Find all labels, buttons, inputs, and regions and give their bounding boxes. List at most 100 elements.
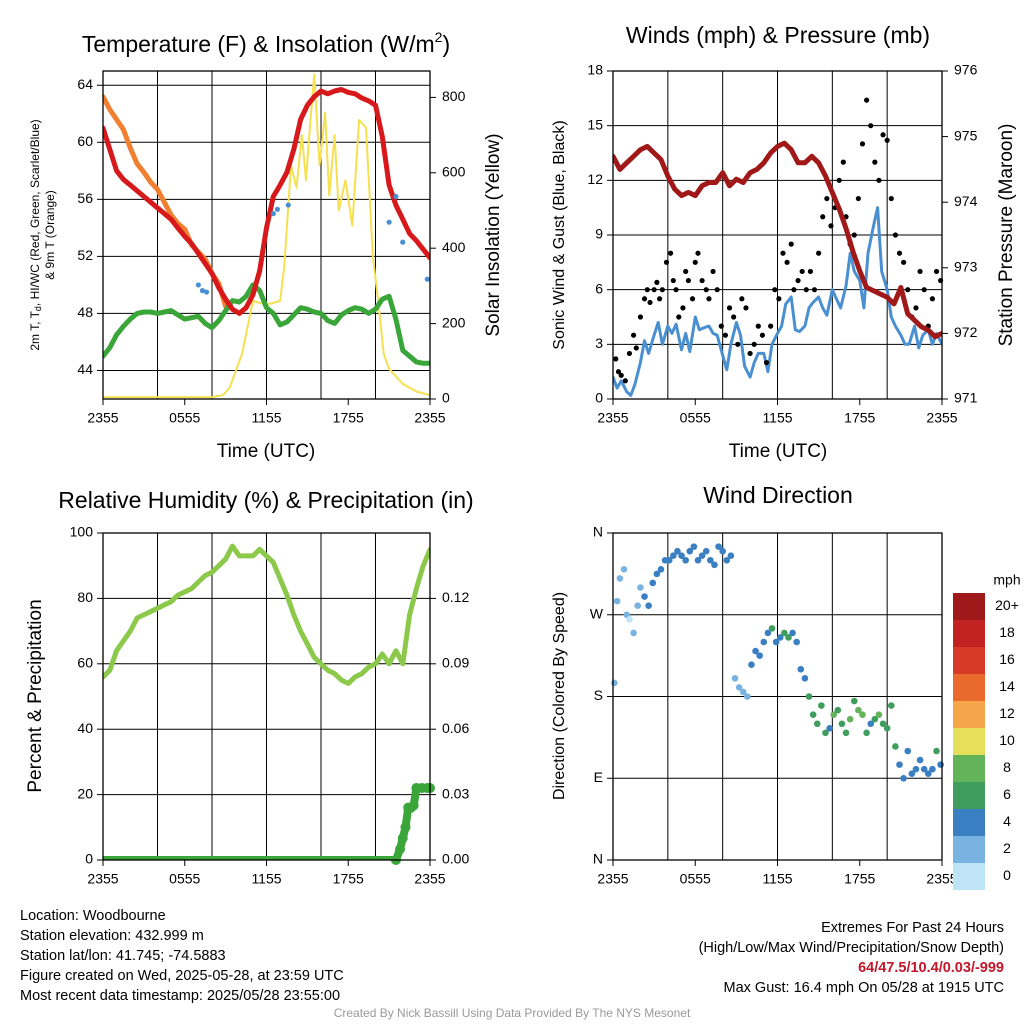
gust-point [759,332,766,338]
direction-point [665,556,673,564]
gust-point [613,356,619,362]
colorbar-label: 10 [999,732,1015,748]
colorbar-label: 2 [1003,840,1011,856]
gust-point [768,323,774,329]
temp-ylabel-line1: 2m T, Td, HI/WC (Red, Green, Scarlet/Blu… [28,119,43,350]
gust-point [880,132,886,138]
direction-point [760,638,768,646]
gust-point [676,314,682,320]
gust-point [641,296,648,302]
insolation-line [103,73,430,399]
gust-point [755,323,761,329]
figure-created: Figure created on Wed, 2025-05-28, at 23… [20,968,344,984]
colorbar-title: mph [993,572,1020,588]
dir-y-tick-label: S [594,687,603,703]
direction-point [690,543,698,550]
gust-point [654,279,660,285]
direction-point [933,747,940,755]
temp-x-tick-label: 1155 [251,410,281,426]
gust-point [659,287,665,293]
wind-x-tick-label: 1155 [762,410,792,426]
direction-point [768,625,776,632]
precipitation-point [400,822,411,833]
direction-point [630,629,637,637]
colorbar-label: 14 [999,678,1015,694]
gust-point [864,97,870,103]
heat-index-point [195,282,201,288]
gust-point [921,287,927,293]
gust-point [692,259,698,265]
heat-index-point [270,211,276,217]
wind-ylabel-right: Station Pressure (Maroon) [996,124,1017,347]
direction-point [626,615,633,623]
direction-point [723,556,731,564]
wind-y2-tick-label: 975 [954,127,978,143]
direction-point [826,724,833,732]
heat-index-point [393,193,399,200]
gust-point [868,123,874,129]
gust-point [816,250,822,256]
gust-point [876,177,882,183]
temp-y2-tick-label: 0 [442,390,450,406]
rh-y2-tick-label: 0.12 [442,589,469,605]
direction-point [855,706,862,714]
gust-point [663,259,670,265]
colorbar-label: 0 [1003,867,1011,883]
direction-point [764,629,772,637]
temp-x-tick-label: 2355 [414,410,445,426]
direction-point [834,706,842,714]
pressure-line [613,140,942,340]
direction-point [715,543,722,550]
gust-point [747,350,753,357]
colorbar-swatch [953,620,985,647]
gust-point [905,287,911,293]
gust-point [872,159,878,165]
direction-point [637,584,644,591]
gust-point [680,305,686,311]
heat-index-point [400,239,406,245]
gust-point [784,259,790,265]
gust-point [685,277,691,284]
colorbar-label: 6 [1003,786,1011,802]
recent-timestamp: Most recent data timestamp: 2025/05/28 2… [20,988,341,1004]
direction-point [871,715,879,723]
direction-point [781,629,788,637]
wind-y2-tick-label: 976 [954,62,978,78]
gust-point [820,214,826,220]
wind-title: Winds (mph) & Pressure (mb) [626,22,930,48]
temp-title-close: ) [442,31,450,57]
gust-point [811,287,818,293]
temp-y2-tick-label: 200 [442,314,466,330]
direction-point [657,566,665,573]
direction-point [892,743,899,750]
direction-point [772,638,780,646]
extremes-subtitle: (High/Low/Max Wind/Precipitation/Snow De… [698,940,1004,956]
dir-ylabel-left: Direction (Colored By Speed) [551,592,568,800]
wind-x-tick-label: 1755 [844,410,875,426]
wind-y-tick-label: 18 [587,62,603,78]
colorbar-label: 4 [1003,813,1011,829]
direction-point [634,602,641,609]
dir-y-tick-label: N [593,524,603,540]
direction-point [818,702,825,709]
temp-x-tick-label: 1755 [333,410,364,426]
direction-point [678,552,685,560]
gust-point [667,250,674,256]
direction-point [613,597,621,605]
gust-point [913,305,919,311]
rh-x-tick-label: 2355 [87,871,118,887]
direction-point [719,547,726,555]
credit-line: Created By Nick Bassill Using Data Provi… [333,1006,691,1020]
rh-x-tick-label: 1755 [333,871,364,887]
max-gust: Max Gust: 16.4 mph On 05/28 at 1915 UTC [723,980,1004,996]
extremes-info: Extremes For Past 24 Hours (High/Low/Max… [699,918,1004,998]
gust-point [851,232,857,238]
gust-point [731,314,737,320]
dir-x-tick-label: 1755 [844,871,875,887]
heat-index-point [424,276,430,282]
colorbar-swatch [953,647,985,674]
gust-point [791,287,797,293]
gust-point [859,141,866,147]
direction-point [748,661,755,669]
gust-point [824,195,830,202]
